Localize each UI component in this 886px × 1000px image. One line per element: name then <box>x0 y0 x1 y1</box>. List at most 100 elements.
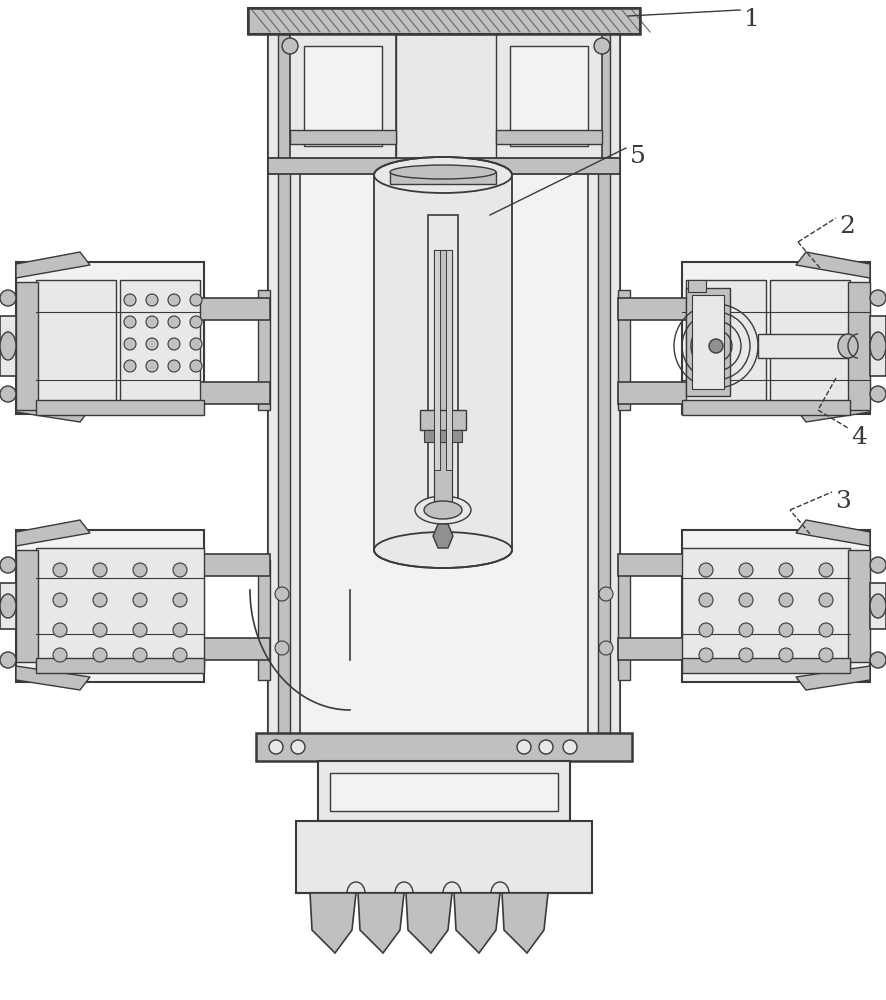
Bar <box>870 316 886 376</box>
Circle shape <box>190 338 202 350</box>
Circle shape <box>124 360 136 372</box>
Polygon shape <box>16 398 90 422</box>
Bar <box>296 821 592 893</box>
Circle shape <box>870 557 886 573</box>
Circle shape <box>870 386 886 402</box>
Circle shape <box>739 563 753 577</box>
Circle shape <box>133 623 147 637</box>
Circle shape <box>819 623 833 637</box>
Ellipse shape <box>374 532 512 568</box>
Polygon shape <box>796 398 870 422</box>
Bar <box>618 638 688 660</box>
Circle shape <box>146 338 158 350</box>
Circle shape <box>709 339 723 353</box>
Bar <box>758 334 848 358</box>
Bar <box>36 658 204 673</box>
Circle shape <box>133 563 147 577</box>
Circle shape <box>291 740 305 754</box>
Bar <box>686 288 730 396</box>
Bar <box>682 548 850 668</box>
Bar <box>200 638 270 660</box>
Circle shape <box>779 593 793 607</box>
Circle shape <box>146 360 158 372</box>
Text: 1: 1 <box>744 8 760 31</box>
Bar <box>618 298 688 320</box>
Circle shape <box>699 593 713 607</box>
Circle shape <box>173 623 187 637</box>
Circle shape <box>53 593 67 607</box>
Circle shape <box>599 641 613 655</box>
Ellipse shape <box>870 594 886 618</box>
Bar <box>588 34 620 744</box>
Bar <box>682 262 870 414</box>
Bar <box>200 554 270 576</box>
Circle shape <box>275 587 289 601</box>
Bar <box>36 400 204 415</box>
Polygon shape <box>358 893 404 953</box>
Polygon shape <box>16 252 90 278</box>
Ellipse shape <box>390 165 496 179</box>
Circle shape <box>173 593 187 607</box>
Bar <box>268 158 620 174</box>
Polygon shape <box>433 524 453 548</box>
Polygon shape <box>454 893 500 953</box>
Ellipse shape <box>0 332 16 360</box>
Circle shape <box>124 316 136 328</box>
Ellipse shape <box>415 496 471 524</box>
Circle shape <box>0 290 16 306</box>
Bar <box>688 280 706 292</box>
Circle shape <box>269 740 283 754</box>
Bar <box>510 46 588 146</box>
Bar <box>120 280 200 412</box>
Bar <box>16 550 38 662</box>
Circle shape <box>146 294 158 306</box>
Bar <box>16 262 204 414</box>
Bar <box>290 34 396 164</box>
Bar <box>424 430 462 442</box>
Circle shape <box>699 648 713 662</box>
Ellipse shape <box>838 334 858 358</box>
Circle shape <box>779 648 793 662</box>
Bar <box>692 295 724 389</box>
Bar <box>258 290 270 410</box>
Circle shape <box>282 38 298 54</box>
Circle shape <box>124 338 136 350</box>
Circle shape <box>146 316 158 328</box>
Circle shape <box>190 294 202 306</box>
Circle shape <box>93 563 107 577</box>
Circle shape <box>93 593 107 607</box>
Bar <box>36 280 116 412</box>
Circle shape <box>739 623 753 637</box>
Polygon shape <box>310 893 356 953</box>
Circle shape <box>168 338 180 350</box>
Polygon shape <box>406 893 452 953</box>
Bar <box>682 658 850 673</box>
Circle shape <box>275 641 289 655</box>
Bar <box>618 290 630 410</box>
Circle shape <box>168 360 180 372</box>
Bar <box>496 130 602 144</box>
Bar <box>848 550 870 662</box>
Bar <box>428 215 458 515</box>
Circle shape <box>779 623 793 637</box>
Circle shape <box>168 294 180 306</box>
Circle shape <box>563 740 577 754</box>
Circle shape <box>599 587 613 601</box>
Circle shape <box>53 648 67 662</box>
Bar <box>0 316 16 376</box>
Circle shape <box>819 593 833 607</box>
Circle shape <box>133 648 147 662</box>
Bar <box>374 175 512 550</box>
Bar <box>36 548 204 668</box>
Bar <box>248 8 640 34</box>
Circle shape <box>539 740 553 754</box>
Circle shape <box>0 386 16 402</box>
Bar <box>682 400 850 415</box>
Bar <box>268 34 620 744</box>
Bar <box>446 250 452 470</box>
Circle shape <box>133 593 147 607</box>
Bar <box>0 583 16 629</box>
Circle shape <box>739 593 753 607</box>
Bar <box>682 530 870 682</box>
Polygon shape <box>16 520 90 546</box>
